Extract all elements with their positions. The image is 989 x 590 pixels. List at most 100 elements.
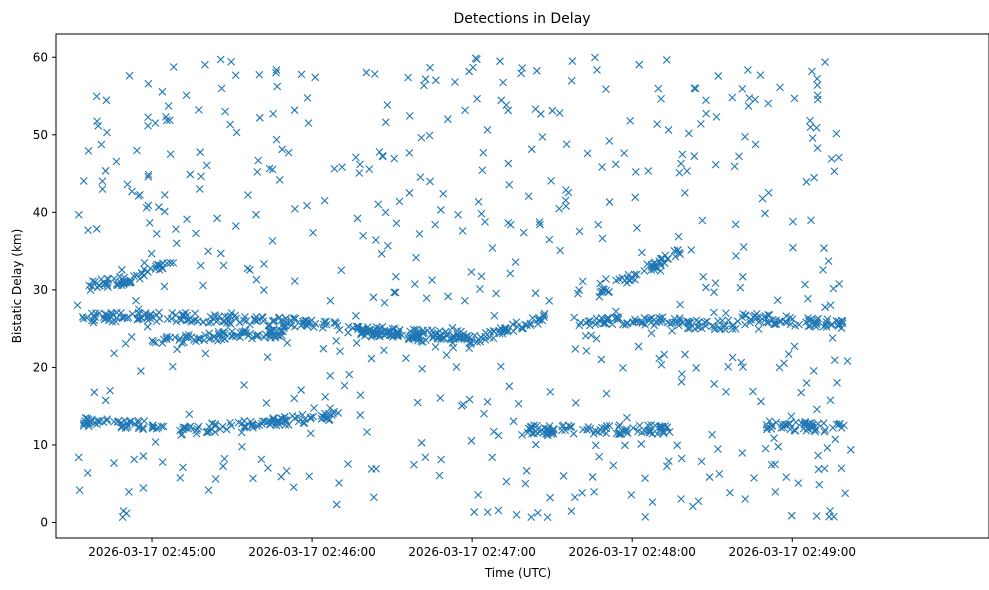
data-point	[731, 220, 740, 229]
data-point	[163, 315, 172, 324]
data-point	[352, 339, 361, 347]
data-point	[232, 314, 241, 323]
data-point	[431, 76, 440, 85]
data-point	[280, 413, 289, 422]
data-point	[647, 329, 656, 338]
data-point	[284, 420, 293, 429]
data-point	[830, 167, 839, 176]
data-point	[263, 353, 272, 362]
data-point	[813, 144, 822, 152]
data-point	[771, 488, 780, 496]
data-point	[741, 320, 749, 329]
y-tick-label: 40	[33, 205, 48, 219]
data-point	[480, 409, 488, 418]
data-point	[415, 229, 424, 238]
data-point	[570, 313, 579, 322]
data-point	[125, 276, 134, 284]
data-point	[84, 422, 93, 431]
data-point	[282, 467, 291, 475]
data-point	[240, 381, 249, 389]
data-point	[369, 493, 378, 502]
data-point	[439, 189, 448, 198]
data-point	[822, 323, 831, 331]
data-point	[168, 362, 177, 371]
data-point	[436, 394, 445, 402]
data-point	[255, 70, 264, 79]
data-point	[494, 506, 503, 515]
data-point	[84, 226, 92, 235]
data-point	[511, 258, 520, 267]
data-point	[746, 318, 755, 327]
data-point	[144, 121, 152, 130]
data-point	[154, 203, 163, 212]
data-point	[619, 320, 627, 329]
data-point	[184, 316, 193, 324]
data-point	[575, 227, 584, 236]
data-point	[657, 360, 666, 369]
data-point	[290, 414, 299, 423]
data-point	[543, 513, 552, 522]
data-point	[248, 334, 256, 343]
data-point	[835, 320, 844, 328]
data-point	[578, 277, 587, 286]
data-point	[460, 296, 469, 305]
data-point	[829, 423, 837, 432]
data-point	[412, 253, 420, 262]
data-point	[290, 106, 299, 115]
data-point	[813, 95, 822, 104]
data-point	[626, 116, 635, 125]
data-point	[375, 148, 384, 156]
data-point	[220, 335, 229, 343]
data-point	[663, 462, 671, 471]
data-point	[773, 296, 782, 305]
data-point	[739, 363, 747, 371]
data-point	[473, 94, 481, 103]
data-point	[275, 421, 284, 429]
data-point	[699, 272, 708, 281]
data-point	[363, 428, 371, 436]
data-point	[158, 87, 167, 96]
data-point	[332, 500, 341, 509]
data-point	[451, 78, 459, 86]
data-point	[784, 420, 793, 429]
data-point	[785, 419, 794, 428]
data-point	[448, 323, 457, 332]
data-point	[618, 273, 627, 282]
data-point	[420, 81, 428, 90]
data-point	[556, 246, 565, 255]
data-point	[160, 282, 169, 291]
data-point	[722, 309, 730, 317]
data-point	[199, 281, 207, 290]
data-point	[95, 281, 104, 290]
data-point	[548, 106, 557, 115]
data-point	[227, 421, 236, 430]
data-point	[830, 356, 839, 365]
data-point	[383, 101, 392, 109]
data-point	[277, 331, 286, 340]
data-point	[165, 116, 174, 125]
data-point	[657, 94, 665, 103]
data-point	[834, 153, 843, 162]
data-point	[483, 125, 492, 134]
data-point	[578, 488, 587, 497]
data-point	[736, 283, 745, 292]
data-point	[710, 288, 718, 297]
data-point	[474, 335, 483, 344]
data-point	[289, 483, 298, 492]
data-point	[95, 309, 104, 318]
data-point	[162, 335, 171, 344]
data-point	[120, 416, 129, 425]
data-point	[383, 241, 392, 250]
data-point	[367, 354, 376, 363]
data-point	[668, 326, 676, 335]
data-point	[169, 258, 178, 267]
data-point	[770, 320, 779, 329]
data-point	[654, 84, 663, 93]
data-point	[172, 225, 180, 234]
data-point	[144, 113, 152, 122]
data-point	[714, 72, 723, 80]
data-point	[131, 419, 140, 428]
data-point	[437, 455, 445, 464]
data-point	[442, 351, 451, 359]
data-point	[579, 425, 588, 434]
